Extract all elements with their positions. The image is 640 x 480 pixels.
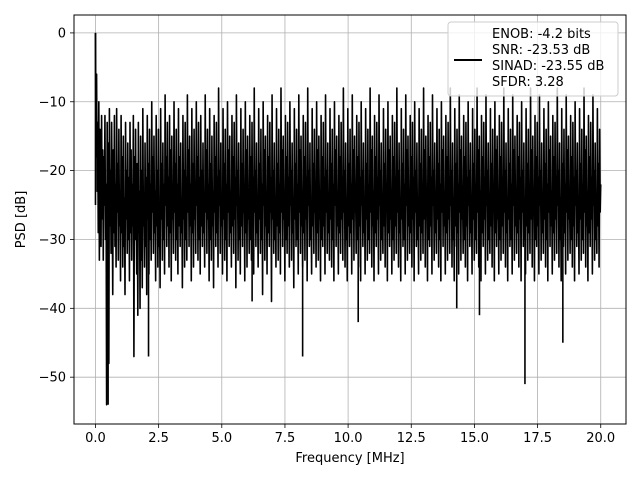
- x-tick-label: 2.5: [148, 431, 169, 446]
- axis-ticks: 0.0 2.5 5.0 7.5 10.0 12.5 15.0 17.5 20.0 0 −10 −20 −…: [39, 26, 616, 446]
- psd-series-line: [94, 32, 602, 406]
- y-tick-label: −30: [39, 233, 66, 248]
- y-tick-label: −10: [39, 95, 66, 110]
- x-tick-label: 12.5: [397, 431, 426, 446]
- y-tick-label: −20: [39, 164, 66, 179]
- y-tick-label: 0: [58, 26, 66, 41]
- x-tick-label: 7.5: [275, 431, 296, 446]
- x-axis-label: Frequency [MHz]: [295, 451, 404, 466]
- x-tick-label: 15.0: [460, 431, 489, 446]
- x-tick-label: 0.0: [85, 431, 106, 446]
- plot-frame: [73, 14, 627, 425]
- legend-box: [447, 21, 619, 97]
- legend-sinad: SINAD: -23.55 dB: [492, 59, 604, 74]
- legend-snr: SNR: -23.53 dB: [492, 43, 590, 58]
- legend-sfdr: SFDR: 3.28: [492, 75, 564, 90]
- legend-enob: ENOB: -4.2 bits: [492, 27, 591, 42]
- x-tick-label: 5.0: [211, 431, 232, 446]
- y-axis-label: PSD [dB]: [14, 191, 29, 249]
- x-tick-label: 17.5: [523, 431, 552, 446]
- x-tick-label: 20.0: [586, 431, 615, 446]
- y-tick-label: −50: [39, 371, 66, 386]
- x-tick-label: 10.0: [334, 431, 363, 446]
- y-tick-label: −40: [39, 302, 66, 317]
- series-layer: [94, 32, 602, 406]
- legend: ENOB: -4.2 bits SNR: -23.53 dB SINAD: -2…: [447, 21, 619, 97]
